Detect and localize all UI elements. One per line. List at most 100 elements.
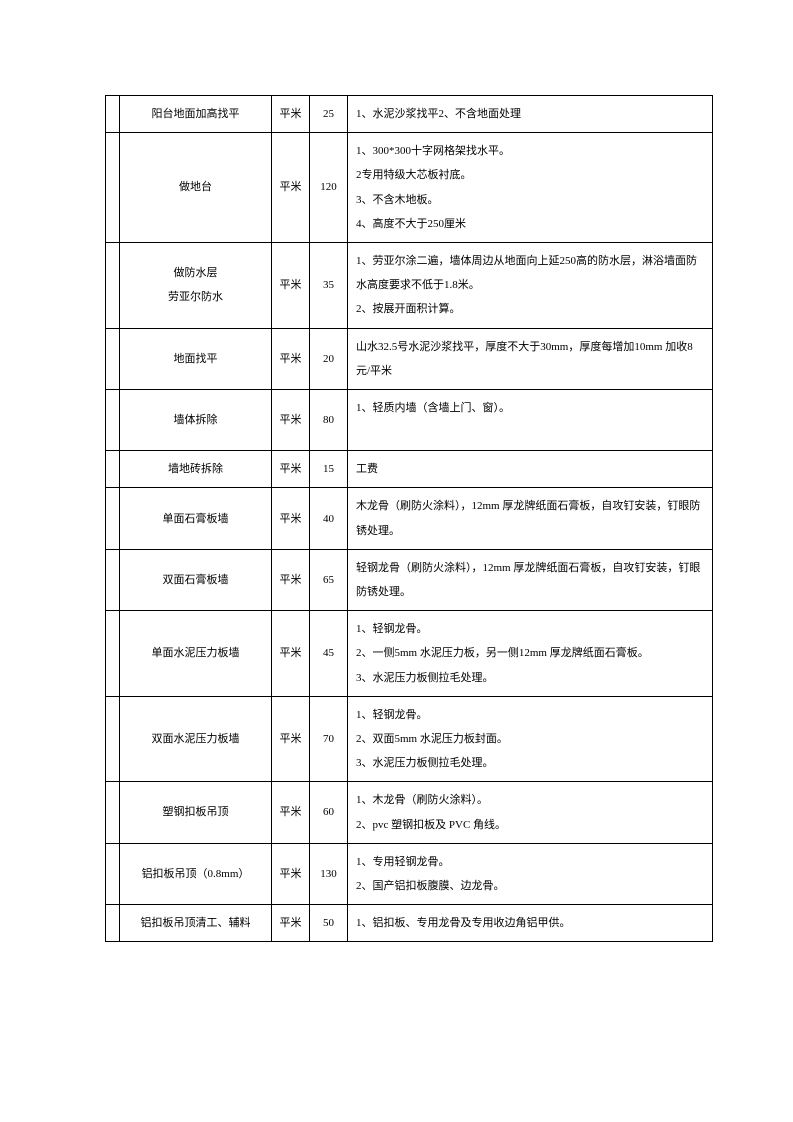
cell-index <box>106 242 120 328</box>
cell-index <box>106 843 120 904</box>
cell-index <box>106 451 120 488</box>
name-line: 铝扣板吊顶清工、辅料 <box>124 911 267 935</box>
cell-description: 1、水泥沙浆找平2、不含地面处理 <box>348 96 713 133</box>
table-row: 墙地砖拆除平米15工费 <box>106 451 713 488</box>
cell-unit: 平米 <box>272 96 310 133</box>
cell-description: 1、劳亚尔涂二遍，墙体周边从地面向上延250高的防水层，淋浴墙面防水高度要求不低… <box>348 242 713 328</box>
table-row: 单面水泥压力板墙平米451、轻钢龙骨。2、一侧5mm 水泥压力板，另一侧12mm… <box>106 611 713 697</box>
cell-index <box>106 905 120 942</box>
cell-index <box>106 96 120 133</box>
cell-item-name: 墙地砖拆除 <box>120 451 272 488</box>
name-line: 做防水层 <box>124 261 267 285</box>
cell-description: 1、轻钢龙骨。2、一侧5mm 水泥压力板，另一侧12mm 厚龙牌纸面石膏板。3、… <box>348 611 713 697</box>
cell-item-name: 单面水泥压力板墙 <box>120 611 272 697</box>
table-row: 阳台地面加高找平平米25 1、水泥沙浆找平2、不含地面处理 <box>106 96 713 133</box>
table-body: 阳台地面加高找平平米251、水泥沙浆找平2、不含地面处理做地台平米1201、30… <box>106 96 713 942</box>
description-line: 2、一侧5mm 水泥压力板，另一侧12mm 厚龙牌纸面石膏板。 <box>356 641 706 665</box>
description-line: 山水32.5号水泥沙浆找平，厚度不大于30mm，厚度每增加10mm 加收8元/平… <box>356 335 706 383</box>
cell-item-name: 地面找平 <box>120 328 272 389</box>
cell-item-name: 塑钢扣板吊顶 <box>120 782 272 843</box>
description-line: 1、300*300十字网格架找水平。 <box>356 139 706 163</box>
cell-price: 25 <box>310 96 348 133</box>
cell-unit: 平米 <box>272 488 310 549</box>
cell-item-name: 双面水泥压力板墙 <box>120 696 272 782</box>
cell-description: 工费 <box>348 451 713 488</box>
cell-index <box>106 611 120 697</box>
description-line: 1、劳亚尔涂二遍，墙体周边从地面向上延250高的防水层，淋浴墙面防水高度要求不低… <box>356 249 706 297</box>
name-line: 塑钢扣板吊顶 <box>124 800 267 824</box>
description-line: 3、水泥压力板侧拉毛处理。 <box>356 666 706 690</box>
pricing-table: 阳台地面加高找平平米251、水泥沙浆找平2、不含地面处理做地台平米1201、30… <box>105 95 713 942</box>
cell-index <box>106 549 120 610</box>
name-line: 墙地砖拆除 <box>124 457 267 481</box>
description-line: 木龙骨（刷防火涂料），12mm 厚龙牌纸面石膏板，自攻钉安装，钉眼防锈处理。 <box>356 494 706 542</box>
table-row: 塑钢扣板吊顶平米601、木龙骨（刷防火涂料）。2、pvc 塑钢扣板及 PVC 角… <box>106 782 713 843</box>
table-row: 双面石膏板墙平米65轻钢龙骨（刷防火涂料），12mm 厚龙牌纸面石膏板，自攻钉安… <box>106 549 713 610</box>
name-line: 单面石膏板墙 <box>124 507 267 531</box>
cell-price: 80 <box>310 389 348 450</box>
cell-index <box>106 782 120 843</box>
cell-item-name: 墙体拆除 <box>120 389 272 450</box>
cell-description: 1、轻钢龙骨。2、双面5mm 水泥压力板封面。3、水泥压力板侧拉毛处理。 <box>348 696 713 782</box>
cell-index <box>106 389 120 450</box>
description-line: 3、不含木地板。 <box>356 188 706 212</box>
cell-item-name: 铝扣板吊顶（0.8mm） <box>120 843 272 904</box>
cell-unit: 平米 <box>272 905 310 942</box>
description-line <box>356 420 706 444</box>
description-line: 1、轻钢龙骨。 <box>356 617 706 641</box>
name-line: 做地台 <box>124 175 267 199</box>
table-row: 做防水层劳亚尔防水平米351、劳亚尔涂二遍，墙体周边从地面向上延250高的防水层… <box>106 242 713 328</box>
description-line: 2、国产铝扣板腹膜、边龙骨。 <box>356 874 706 898</box>
cell-index <box>106 133 120 243</box>
cell-price: 65 <box>310 549 348 610</box>
cell-unit: 平米 <box>272 782 310 843</box>
description-line: 3、水泥压力板侧拉毛处理。 <box>356 751 706 775</box>
description-line: 轻钢龙骨（刷防火涂料），12mm 厚龙牌纸面石膏板，自攻钉安装，钉眼防锈处理。 <box>356 556 706 604</box>
cell-description: 1、300*300十字网格架找水平。2专用特级大芯板衬底。3、不含木地板。4、高… <box>348 133 713 243</box>
cell-item-name: 铝扣板吊顶清工、辅料 <box>120 905 272 942</box>
cell-description: 木龙骨（刷防火涂料），12mm 厚龙牌纸面石膏板，自攻钉安装，钉眼防锈处理。 <box>348 488 713 549</box>
description-line: 1、铝扣板、专用龙骨及专用收边角铝甲供。 <box>356 911 706 935</box>
table-row: 双面水泥压力板墙平米701、轻钢龙骨。2、双面5mm 水泥压力板封面。3、水泥压… <box>106 696 713 782</box>
document-page: 阳台地面加高找平平米251、水泥沙浆找平2、不含地面处理做地台平米1201、30… <box>0 0 793 1002</box>
name-line: 墙体拆除 <box>124 408 267 432</box>
table-row: 铝扣板吊顶清工、辅料平米501、铝扣板、专用龙骨及专用收边角铝甲供。 <box>106 905 713 942</box>
description-line: 2专用特级大芯板衬底。 <box>356 163 706 187</box>
cell-price: 45 <box>310 611 348 697</box>
description-line: 工费 <box>356 457 706 481</box>
cell-description: 山水32.5号水泥沙浆找平，厚度不大于30mm，厚度每增加10mm 加收8元/平… <box>348 328 713 389</box>
cell-description: 1、轻质内墙（含墙上门、窗）。 <box>348 389 713 450</box>
table-row: 单面石膏板墙平米40木龙骨（刷防火涂料），12mm 厚龙牌纸面石膏板，自攻钉安装… <box>106 488 713 549</box>
cell-unit: 平米 <box>272 843 310 904</box>
cell-unit: 平米 <box>272 328 310 389</box>
cell-price: 120 <box>310 133 348 243</box>
table-row: 做地台平米1201、300*300十字网格架找水平。2专用特级大芯板衬底。3、不… <box>106 133 713 243</box>
name-line: 劳亚尔防水 <box>124 285 267 309</box>
cell-price: 70 <box>310 696 348 782</box>
cell-price: 35 <box>310 242 348 328</box>
cell-unit: 平米 <box>272 242 310 328</box>
table-row: 墙体拆除平米801、轻质内墙（含墙上门、窗）。 <box>106 389 713 450</box>
cell-item-name: 单面石膏板墙 <box>120 488 272 549</box>
description-line: 1、轻钢龙骨。 <box>356 703 706 727</box>
name-line: 地面找平 <box>124 347 267 371</box>
description-line: 4、高度不大于250厘米 <box>356 212 706 236</box>
cell-price: 60 <box>310 782 348 843</box>
cell-unit: 平米 <box>272 451 310 488</box>
description-line: 1、轻质内墙（含墙上门、窗）。 <box>356 396 706 420</box>
name-line: 单面水泥压力板墙 <box>124 641 267 665</box>
cell-price: 40 <box>310 488 348 549</box>
cell-item-name: 做防水层劳亚尔防水 <box>120 242 272 328</box>
cell-unit: 平米 <box>272 696 310 782</box>
cell-item-name: 阳台地面加高找平 <box>120 96 272 133</box>
description-line: 1、水泥沙浆找平2、不含地面处理 <box>356 102 706 126</box>
cell-description: 轻钢龙骨（刷防火涂料），12mm 厚龙牌纸面石膏板，自攻钉安装，钉眼防锈处理。 <box>348 549 713 610</box>
cell-index <box>106 328 120 389</box>
cell-index <box>106 696 120 782</box>
description-line: 2、按展开面积计算。 <box>356 297 706 321</box>
description-line: 1、木龙骨（刷防火涂料）。 <box>356 788 706 812</box>
cell-price: 20 <box>310 328 348 389</box>
cell-unit: 平米 <box>272 549 310 610</box>
cell-unit: 平米 <box>272 133 310 243</box>
name-line: 阳台地面加高找平 <box>124 102 267 126</box>
